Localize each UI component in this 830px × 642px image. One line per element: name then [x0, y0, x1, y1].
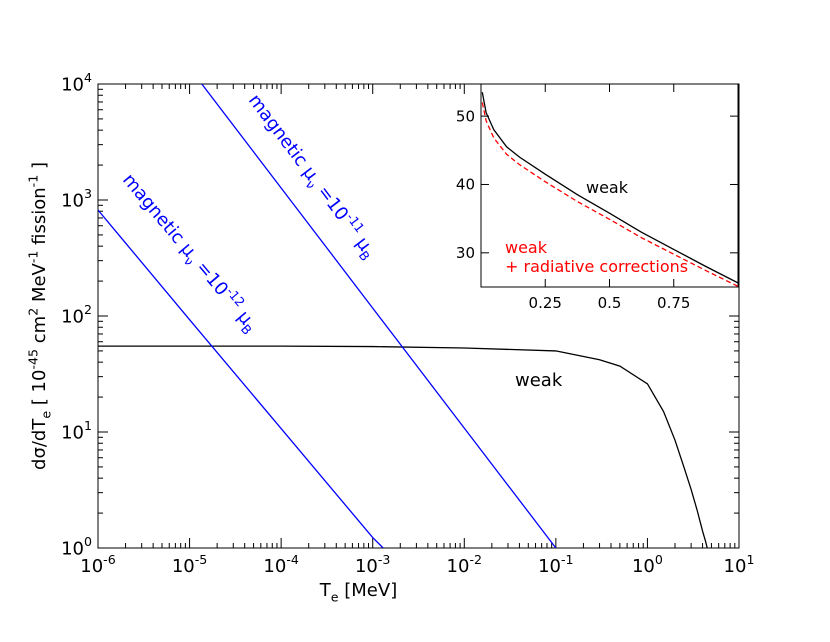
text-part: ] — [29, 162, 50, 175]
y-tick-label: 104 — [61, 70, 92, 95]
tick-base: 10 — [724, 556, 747, 577]
tick-base: 10 — [61, 190, 84, 211]
series-label: + radiative corrections — [505, 257, 688, 276]
tick-base: 10 — [80, 556, 103, 577]
tick-exponent: 0 — [655, 552, 663, 567]
tick-base: 10 — [172, 556, 195, 577]
text-part: weak — [515, 370, 563, 391]
series-line — [98, 209, 384, 548]
x-tick-label: 10-5 — [172, 552, 207, 577]
text-part: weak — [505, 238, 548, 257]
tick-exponent: 0 — [84, 534, 92, 549]
series-line — [98, 345, 708, 548]
text-part: -1 — [25, 251, 40, 264]
y-tick-label: 102 — [61, 302, 92, 327]
text-part: T — [319, 580, 332, 601]
x-tick-label: 0.75 — [657, 294, 690, 312]
text-part: fission — [29, 187, 50, 250]
x-tick-label: 100 — [632, 552, 663, 577]
y-axis-label: dσ/dTe [ 10-45 cm2 MeV-1 fission-1 ] — [25, 162, 53, 470]
x-axis-label: Te [MeV] — [319, 580, 397, 604]
tick-exponent: -1 — [561, 552, 574, 567]
x-tick-label: 0.5 — [598, 294, 622, 312]
series-line — [481, 92, 738, 284]
y-tick-label: 40 — [456, 176, 475, 194]
text-part: e — [38, 411, 53, 419]
text-part: weak — [586, 178, 629, 197]
tick-exponent: -6 — [103, 552, 116, 567]
plot-frame — [480, 83, 739, 288]
text-part: MeV — [29, 262, 50, 307]
x-tick-label: 10-2 — [447, 552, 482, 577]
series-label: weak — [586, 178, 629, 197]
x-tick-label: 10-6 — [80, 552, 115, 577]
x-tick-label: 10-4 — [263, 552, 298, 577]
tick-exponent: 2 — [84, 302, 92, 317]
text-part: + radiative corrections — [505, 257, 688, 276]
text-part: 2 — [25, 308, 40, 316]
tick-exponent: 4 — [84, 70, 92, 85]
text-part: -1 — [25, 175, 40, 188]
tick-exponent: -2 — [469, 552, 482, 567]
tick-exponent: -4 — [286, 552, 299, 567]
series-label: weak — [515, 370, 563, 391]
series-line — [481, 102, 738, 287]
x-tick-label: 10-3 — [355, 552, 390, 577]
tick-base: 10 — [538, 556, 561, 577]
x-tick-label: 101 — [724, 552, 755, 577]
tick-exponent: 1 — [746, 552, 754, 567]
y-tick-label: 100 — [61, 534, 92, 559]
tick-exponent: 3 — [84, 186, 92, 201]
tick-exponent: -5 — [195, 552, 208, 567]
tick-base: 10 — [632, 556, 655, 577]
tick-base: 10 — [61, 306, 84, 327]
text-part: -45 — [25, 349, 40, 370]
y-tick-label: 30 — [456, 244, 475, 262]
text-part: [MeV] — [339, 580, 398, 601]
tick-base: 10 — [447, 556, 470, 577]
text-part: cm — [29, 316, 50, 349]
text-part: dσ/dT — [29, 418, 50, 470]
tick-exponent: 1 — [84, 418, 92, 433]
tick-exponent: -3 — [378, 552, 391, 567]
series-label: weak — [505, 238, 548, 257]
tick-base: 10 — [61, 538, 84, 559]
y-tick-label: 50 — [456, 107, 475, 125]
y-tick-label: 101 — [61, 418, 92, 443]
tick-base: 10 — [355, 556, 378, 577]
x-tick-label: 0.25 — [529, 294, 562, 312]
y-tick-label: 103 — [61, 186, 92, 211]
x-tick-label: 10-1 — [538, 552, 573, 577]
tick-base: 10 — [61, 74, 84, 95]
tick-base: 10 — [263, 556, 286, 577]
tick-base: 10 — [61, 422, 84, 443]
text-part: e — [331, 589, 339, 604]
text-part: [ 10 — [29, 370, 50, 411]
series-line — [201, 84, 557, 548]
